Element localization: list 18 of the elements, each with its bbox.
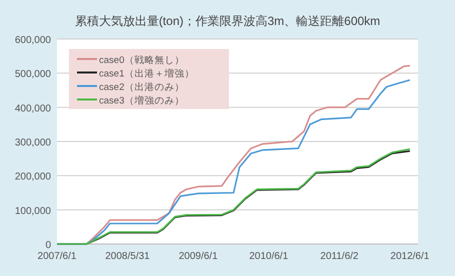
x-tick-label: 2012/6/1 xyxy=(390,251,430,262)
x-tick-label: 2009/6/1 xyxy=(178,251,218,262)
legend-label: case1（出港＋増強） xyxy=(99,68,194,80)
legend-label: case2（出港のみ） xyxy=(99,81,184,93)
y-tick-label: 300,000 xyxy=(14,138,52,148)
y-tick-label: 200,000 xyxy=(14,172,52,183)
x-tick-label: 2010/6/1 xyxy=(249,251,289,262)
x-tick-label: 2007/6/1 xyxy=(38,251,77,262)
y-tick-label: 500,000 xyxy=(14,69,52,80)
y-tick-label: 100,000 xyxy=(14,206,52,217)
x-tick-label: 2008/5/31 xyxy=(105,251,150,262)
y-tick-label: 0 xyxy=(45,240,52,251)
x-tick-label: 2011/6/2 xyxy=(320,251,359,262)
chart-title: 累積大気放出量(ton)；作業限界波高3m、輸送距離600km xyxy=(74,14,380,28)
legend-label: case0（戦略無し） xyxy=(99,54,184,66)
y-tick-label: 400,000 xyxy=(14,103,52,114)
y-tick-label: 600,000 xyxy=(14,35,52,46)
legend-label: case3（増強のみ） xyxy=(99,94,184,106)
